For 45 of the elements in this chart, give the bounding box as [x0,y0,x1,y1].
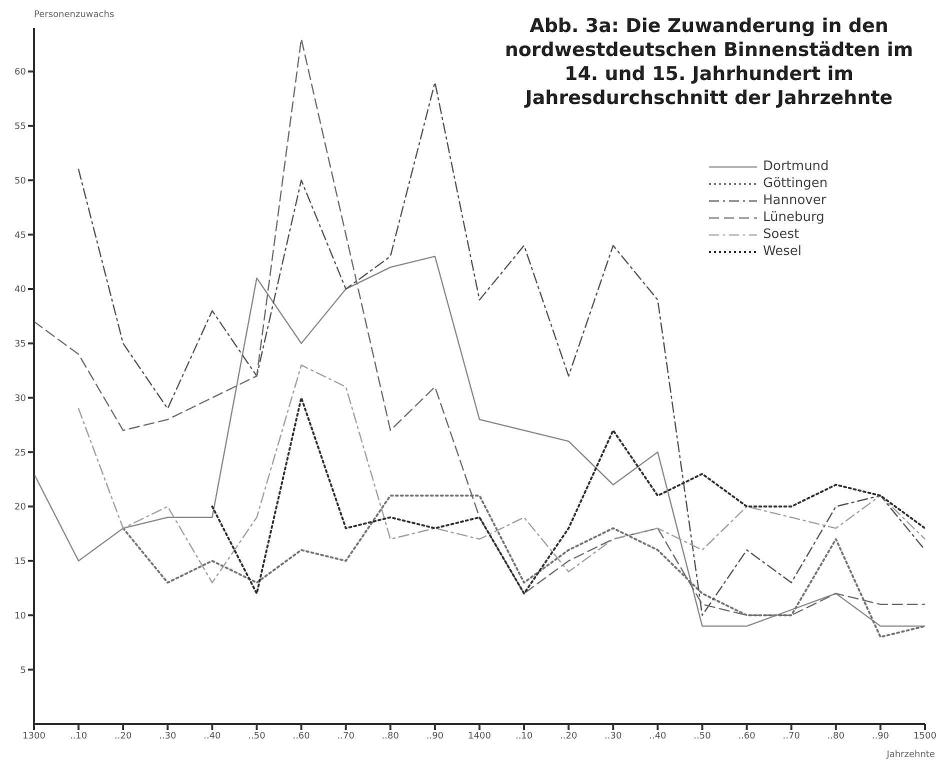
text: Abb. 3a: Die Zuwanderung in den nordwestdeutschen Binnenstädten im 14. und 15. Jahrhundert im Jahresdurchschnitt der Jahrzehnte [504,14,914,110]
y-tick-label: 20 [14,502,26,513]
x-tick-label: ..10 [70,731,88,742]
x-tick-label: ..50 [248,731,266,742]
y-tick-label: 55 [14,122,26,132]
x-tick-label: 1400 [468,731,492,742]
x-tick-label: ..30 [159,731,177,742]
x-tick-label: ..40 [204,731,222,742]
line-series [34,256,925,627]
x-tick-label: ..80 [382,731,400,742]
legend-label: Soest [763,227,800,242]
legend-label: Dortmund [763,159,829,174]
y-tick-label: 35 [14,340,26,350]
x-tick-label: ..20 [114,731,132,742]
x-tick-label: ..30 [604,731,622,742]
line-series [211,396,925,594]
x-tick-label: ..70 [782,731,800,742]
x-tick-label: ..40 [649,731,667,742]
x-tick-label: ..50 [694,731,712,742]
x-tick-label: ..60 [738,731,756,742]
legend-label: Göttingen [763,176,828,191]
y-tick-label: 5 [20,666,26,676]
x-tick-label: ..80 [827,731,845,742]
y-tick-label: 10 [14,611,26,622]
legend-label: Lüneburg [763,210,824,225]
y-tick-label: 30 [14,394,26,404]
x-tick-label: ..70 [337,731,355,742]
line-series [78,364,925,584]
x-tick-label: 1500 [914,731,937,742]
x-axis-title: Jahrzehnte [886,750,935,760]
x-tick-label: ..20 [560,731,578,742]
y-axis-title: Personenzuwachs [34,10,114,20]
legend-label: Wesel [763,244,802,259]
y-tick-label: 45 [14,230,26,241]
x-tick-label: ..10 [515,731,533,742]
y-tick-label: 15 [14,557,26,568]
y-tick-label: 50 [14,176,26,186]
y-tick-label: 40 [14,285,26,296]
x-tick-label: ..90 [872,731,890,742]
y-tick-label: 60 [14,68,26,78]
x-tick-label: 1300 [22,731,46,742]
legend-label: Hannover [763,193,826,208]
x-tick-label: ..90 [426,731,444,742]
x-tick-label: ..60 [292,731,310,742]
y-tick-label: 25 [14,448,26,458]
